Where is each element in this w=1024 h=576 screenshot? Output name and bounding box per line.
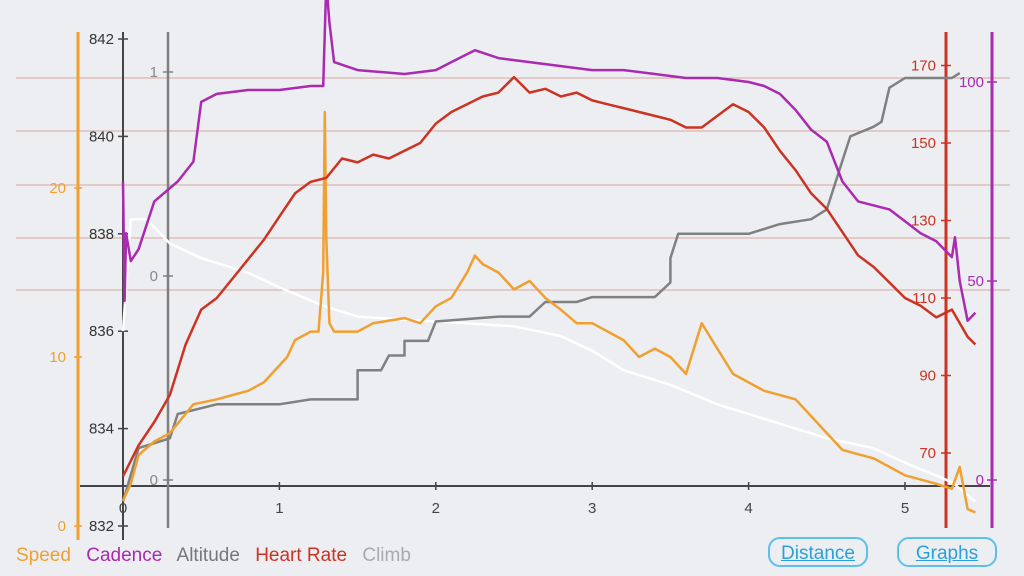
x-tick-label: 2 xyxy=(432,500,440,517)
x-tick-label: 3 xyxy=(588,500,596,517)
altitude-tick-label: 834 xyxy=(89,421,114,438)
legend-climb[interactable]: Climb xyxy=(362,545,411,566)
series-line-speed xyxy=(121,110,976,514)
heart-rate-tick-label: 90 xyxy=(919,368,936,385)
legend: Speed Cadence Altitude Heart Rate Climb xyxy=(16,545,421,567)
x-tick-label: 5 xyxy=(901,500,909,517)
speed-tick-label: 0 xyxy=(58,518,66,535)
graphs-button[interactable]: Graphs xyxy=(897,537,997,567)
series-line-climb xyxy=(121,217,977,503)
altitude-tick-label: 842 xyxy=(89,31,114,48)
chart-plot-area: 0123458328348368388408420102000170901101… xyxy=(16,0,1010,540)
heart-rate-tick-label: 150 xyxy=(911,135,936,152)
series-line-altitude xyxy=(121,72,961,502)
legend-altitude[interactable]: Altitude xyxy=(176,545,240,566)
climb-tick-label: 0 xyxy=(150,268,158,285)
series-line-cadence xyxy=(121,0,977,323)
speed-tick-label: 20 xyxy=(49,180,66,197)
altitude-tick-label: 838 xyxy=(89,226,114,243)
climb-tick-label: 0 xyxy=(150,472,158,489)
altitude-tick-label: 840 xyxy=(89,128,114,145)
distance-button[interactable]: Distance xyxy=(768,537,868,567)
x-tick-label: 1 xyxy=(275,500,283,517)
heart-rate-tick-label: 70 xyxy=(919,445,936,462)
x-tick-label: 4 xyxy=(744,500,752,517)
series-line-heart-rate xyxy=(121,75,977,477)
cadence-tick-label: 100 xyxy=(959,74,984,91)
altitude-tick-label: 836 xyxy=(89,323,114,340)
cadence-tick-label: 50 xyxy=(967,273,984,290)
legend-heart-rate[interactable]: Heart Rate xyxy=(255,545,348,566)
heart-rate-tick-label: 130 xyxy=(911,213,936,230)
cadence-tick-label: 0 xyxy=(976,472,984,489)
legend-speed[interactable]: Speed xyxy=(16,545,71,566)
legend-cadence[interactable]: Cadence xyxy=(86,545,163,566)
speed-tick-label: 10 xyxy=(49,349,66,366)
altitude-tick-label: 832 xyxy=(89,518,114,535)
climb-tick-label: 1 xyxy=(150,64,158,81)
heart-rate-tick-label: 110 xyxy=(912,290,936,307)
heart-rate-tick-label: 170 xyxy=(911,58,936,75)
